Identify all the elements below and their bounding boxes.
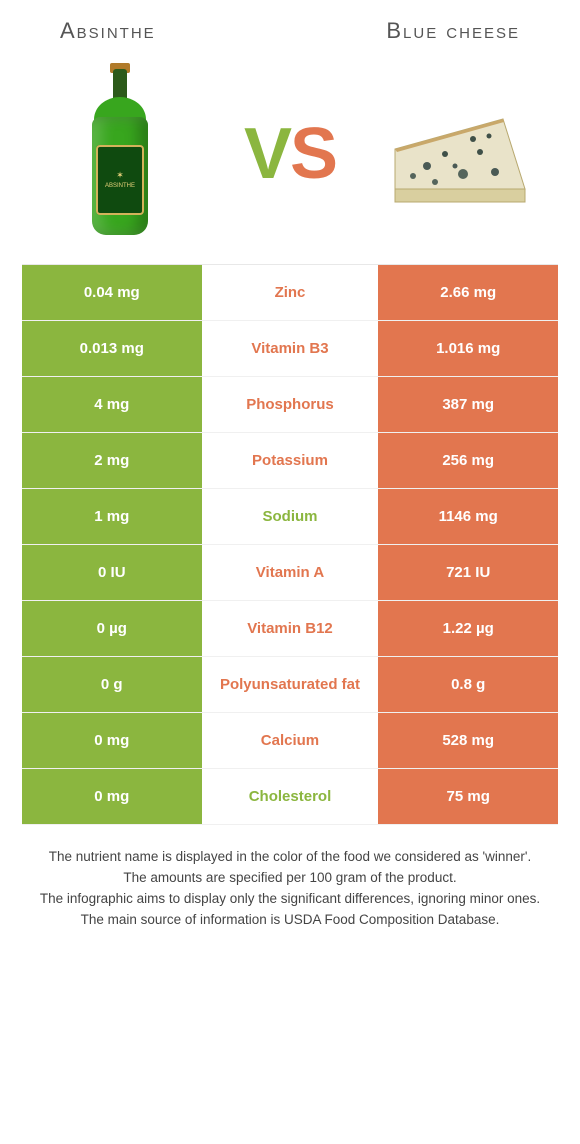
table-row: 0.04 mgZinc2.66 mg [22, 265, 558, 321]
table-row: 0.013 mgVitamin B31.016 mg [22, 321, 558, 377]
right-value: 1146 mg [378, 489, 558, 544]
vs-v: V [244, 118, 290, 190]
left-value: 0 µg [22, 601, 202, 656]
bottle-icon: ✶ ABSINTHE [89, 69, 151, 239]
table-row: 0 µgVitamin B121.22 µg [22, 601, 558, 657]
vs-label: V S [244, 118, 336, 190]
right-value: 2.66 mg [378, 265, 558, 320]
left-value: 4 mg [22, 377, 202, 432]
left-value: 2 mg [22, 433, 202, 488]
nutrition-table: 0.04 mgZinc2.66 mg0.013 mgVitamin B31.01… [22, 264, 558, 825]
left-value: 0 mg [22, 713, 202, 768]
right-value: 75 mg [378, 769, 558, 824]
absinthe-image: ✶ ABSINTHE [40, 64, 200, 244]
hero-row: ✶ ABSINTHE V S [22, 54, 558, 264]
note-line: The main source of information is USDA F… [32, 910, 548, 931]
note-line: The infographic aims to display only the… [32, 889, 548, 910]
nutrient-name: Vitamin B3 [202, 321, 379, 376]
left-value: 0.04 mg [22, 265, 202, 320]
vs-s: S [290, 118, 336, 190]
nutrient-name: Phosphorus [202, 377, 379, 432]
cheese-icon [385, 94, 535, 214]
nutrient-name: Vitamin A [202, 545, 379, 600]
nutrient-name: Vitamin B12 [202, 601, 379, 656]
table-row: 4 mgPhosphorus387 mg [22, 377, 558, 433]
bottle-label: ✶ ABSINTHE [96, 145, 144, 215]
left-value: 0 mg [22, 769, 202, 824]
note-line: The nutrient name is displayed in the co… [32, 847, 548, 868]
nutrient-name: Zinc [202, 265, 379, 320]
blue-cheese-image [380, 64, 540, 244]
nutrient-name: Polyunsaturated fat [202, 657, 379, 712]
nutrient-name: Cholesterol [202, 769, 379, 824]
right-value: 528 mg [378, 713, 558, 768]
table-row: 2 mgPotassium256 mg [22, 433, 558, 489]
right-value: 256 mg [378, 433, 558, 488]
right-value: 1.016 mg [378, 321, 558, 376]
right-value: 387 mg [378, 377, 558, 432]
right-value: 0.8 g [378, 657, 558, 712]
left-value: 0 g [22, 657, 202, 712]
table-row: 0 mgCholesterol75 mg [22, 769, 558, 825]
table-row: 0 IUVitamin A721 IU [22, 545, 558, 601]
note-line: The amounts are specified per 100 gram o… [32, 868, 548, 889]
table-row: 0 mgCalcium528 mg [22, 713, 558, 769]
right-value: 1.22 µg [378, 601, 558, 656]
left-value: 0.013 mg [22, 321, 202, 376]
table-row: 0 gPolyunsaturated fat0.8 g [22, 657, 558, 713]
left-value: 0 IU [22, 545, 202, 600]
left-value: 1 mg [22, 489, 202, 544]
footer-notes: The nutrient name is displayed in the co… [22, 825, 558, 931]
table-row: 1 mgSodium1146 mg [22, 489, 558, 545]
nutrient-name: Sodium [202, 489, 379, 544]
right-title: Blue cheese [290, 18, 544, 44]
left-title: Absinthe [36, 18, 290, 44]
right-value: 721 IU [378, 545, 558, 600]
nutrient-name: Potassium [202, 433, 379, 488]
titles-row: Absinthe Blue cheese [22, 18, 558, 44]
nutrient-name: Calcium [202, 713, 379, 768]
